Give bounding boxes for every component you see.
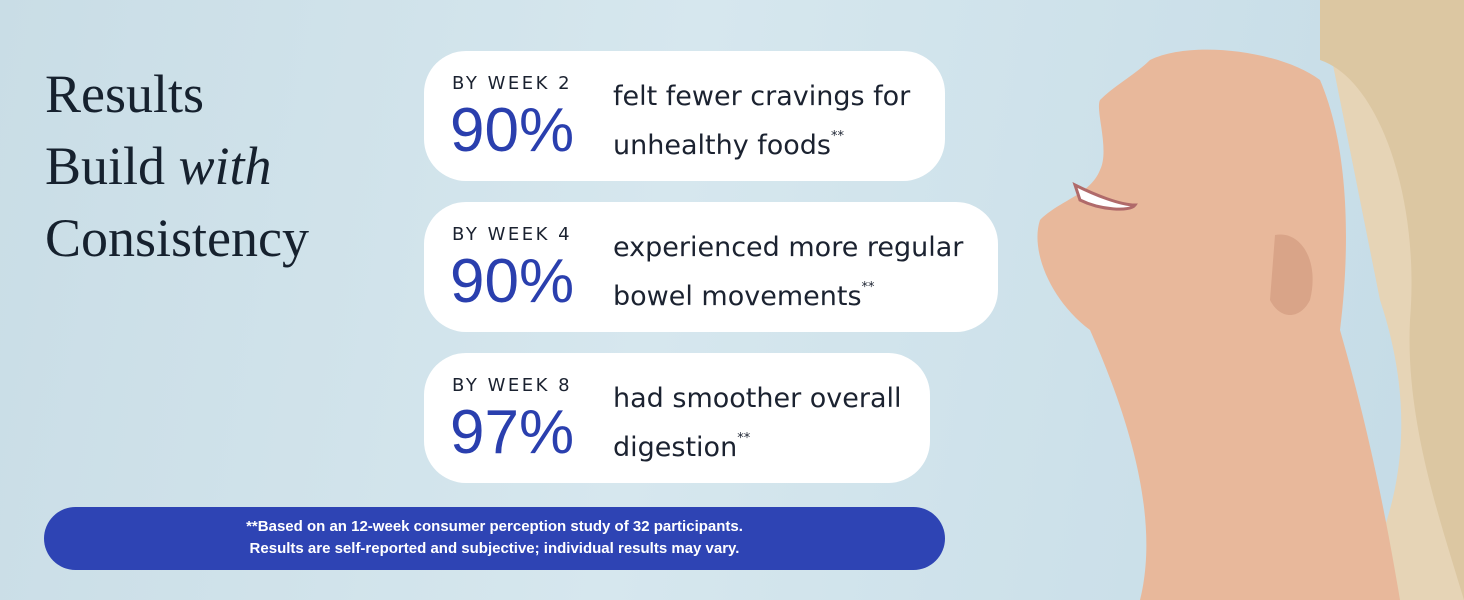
stat-description: experienced more regular bowel movements*… (613, 228, 963, 317)
description-line: had smoother overall (613, 383, 902, 414)
footnote-line: Results are self-reported and subjective… (249, 540, 740, 557)
description-line: felt fewer cravings for (613, 81, 911, 112)
headline-line: Build with (45, 130, 309, 202)
description-line: unhealthy foods** (613, 117, 910, 166)
stat-description: had smoother overall digestion** (613, 379, 902, 468)
smile (1072, 182, 1138, 211)
week-label: BY WEEK 4 (452, 224, 573, 245)
week-label: BY WEEK 2 (452, 73, 573, 94)
footnote: **Based on an 12-week consumer perceptio… (44, 507, 945, 570)
description-line: digestion** (613, 419, 902, 468)
headline-line: Results (45, 64, 205, 124)
stat-value: 97% (450, 398, 575, 467)
description-line: experienced more regular (613, 232, 964, 263)
stat-value: 90% (450, 247, 575, 316)
footnote-mark: ** (861, 280, 875, 295)
description-text: digestion (613, 432, 738, 463)
face-neck (1037, 49, 1400, 600)
headline-line: Consistency (45, 208, 309, 268)
stat-card: BY WEEK 4 90% experienced more regular bowe… (424, 202, 998, 332)
footnote-line: **Based on an 12-week consumer perceptio… (246, 518, 743, 535)
week-label: BY WEEK 8 (452, 375, 573, 396)
footnote-mark: ** (831, 129, 845, 144)
description-text: unhealthy foods (613, 130, 832, 161)
description-text: bowel movements (613, 281, 862, 312)
stat-card: BY WEEK 8 97% had smoother overall digestio… (424, 353, 930, 483)
woman-photo (1037, 0, 1464, 600)
hair-back (1320, 0, 1464, 600)
footnote-mark: ** (737, 431, 751, 446)
headline: Results Build with Consistency (45, 58, 309, 274)
description-line: bowel movements** (613, 268, 963, 317)
headline-word: Build (45, 136, 166, 196)
ear (1270, 234, 1313, 315)
stat-description: felt fewer cravings for unhealthy foods** (613, 77, 910, 166)
headline-italic: with (178, 136, 272, 196)
stat-card: BY WEEK 2 90% felt fewer cravings for unhea… (424, 51, 945, 181)
stat-value: 90% (450, 96, 575, 165)
